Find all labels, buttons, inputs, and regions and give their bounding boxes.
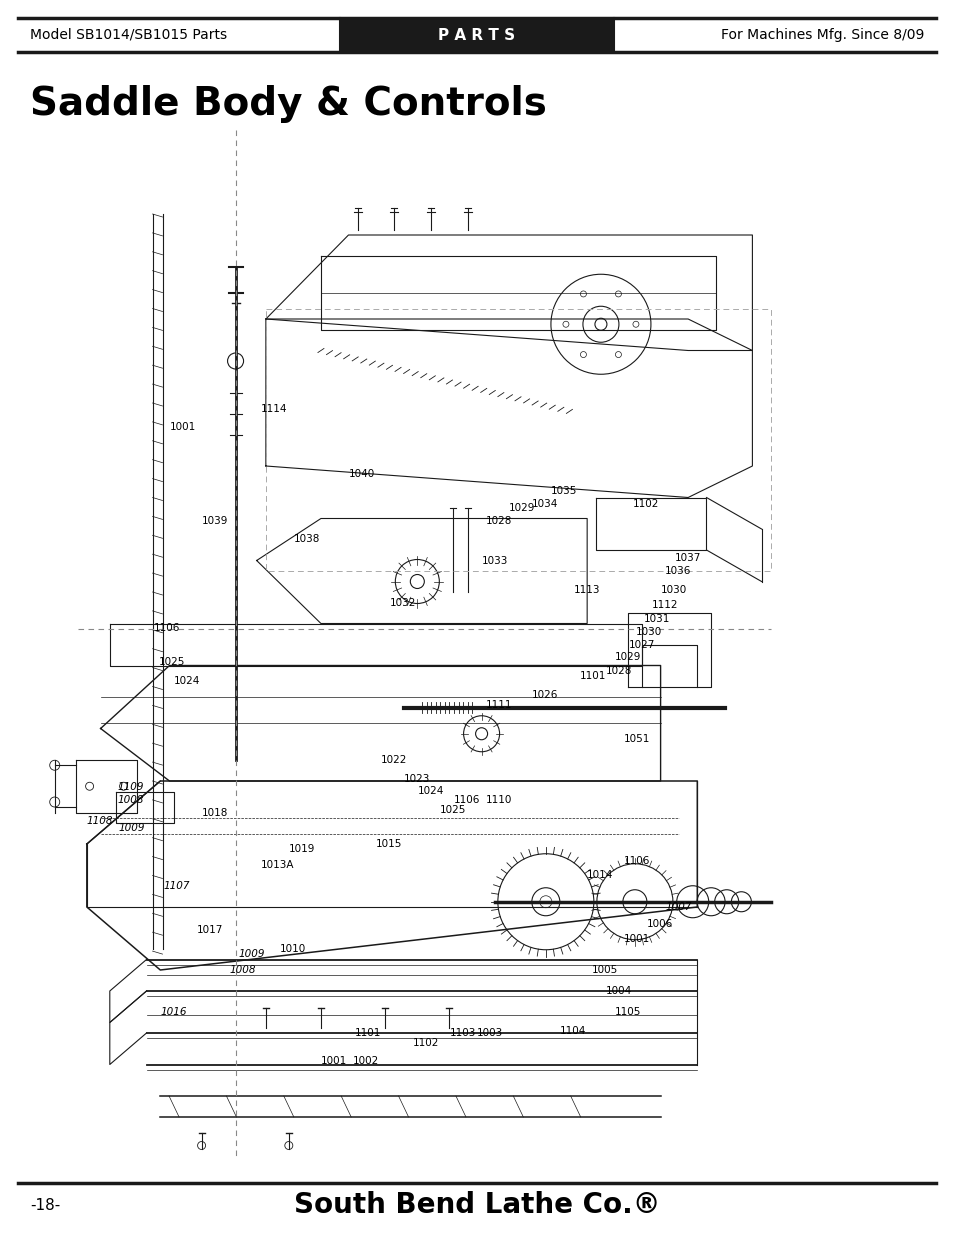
Text: 1110: 1110 <box>486 795 512 805</box>
Text: 1016: 1016 <box>160 1007 187 1016</box>
Text: 1035: 1035 <box>550 487 577 496</box>
Text: 1009: 1009 <box>119 824 145 834</box>
Text: 1105: 1105 <box>614 1007 640 1016</box>
Text: 1032: 1032 <box>390 598 416 608</box>
Text: 1001: 1001 <box>320 1056 347 1066</box>
Text: 1104: 1104 <box>559 1026 585 1036</box>
Text: 1006: 1006 <box>646 919 673 929</box>
Text: 1025: 1025 <box>440 805 466 815</box>
Text: 1112: 1112 <box>651 600 678 610</box>
Text: 1022: 1022 <box>380 755 407 764</box>
Text: 1037: 1037 <box>674 553 700 563</box>
Text: 1024: 1024 <box>416 787 443 797</box>
Text: 1014: 1014 <box>586 871 613 881</box>
Text: 1015: 1015 <box>375 839 402 848</box>
Text: 1113: 1113 <box>573 585 599 595</box>
Text: 1030: 1030 <box>635 627 661 637</box>
Text: P A R T S: P A R T S <box>438 27 515 42</box>
Text: 1108: 1108 <box>87 816 113 826</box>
Text: 1017: 1017 <box>197 925 223 935</box>
Text: Saddle Body & Controls: Saddle Body & Controls <box>30 85 546 124</box>
Text: 1036: 1036 <box>664 566 691 576</box>
Text: 1038: 1038 <box>294 535 319 545</box>
Text: 1040: 1040 <box>348 469 375 479</box>
Text: 1008: 1008 <box>117 795 144 805</box>
Text: 1001: 1001 <box>170 422 195 432</box>
Text: 1002: 1002 <box>353 1056 379 1066</box>
Text: 1008: 1008 <box>229 965 255 974</box>
Text: 1025: 1025 <box>158 657 185 667</box>
Text: 1029: 1029 <box>614 652 640 662</box>
Text: 1107: 1107 <box>163 881 190 890</box>
Text: 1102: 1102 <box>633 499 659 509</box>
Text: 1024: 1024 <box>173 677 200 687</box>
Text: 1009: 1009 <box>238 950 265 960</box>
Text: Model SB1014/SB1015 Parts: Model SB1014/SB1015 Parts <box>30 28 227 42</box>
Text: 1106: 1106 <box>454 795 480 805</box>
Text: 1106: 1106 <box>153 622 180 632</box>
Text: South Bend Lathe Co.®: South Bend Lathe Co.® <box>294 1191 659 1219</box>
Text: 1114: 1114 <box>261 404 288 414</box>
Text: 1004: 1004 <box>605 986 631 995</box>
Text: 1003: 1003 <box>476 1028 503 1037</box>
Text: 1030: 1030 <box>659 585 686 595</box>
Text: 1109: 1109 <box>117 782 144 793</box>
Text: 1102: 1102 <box>413 1039 438 1049</box>
Text: 1005: 1005 <box>591 965 618 974</box>
Text: 1039: 1039 <box>201 515 228 526</box>
Text: 1103: 1103 <box>449 1028 476 1037</box>
Text: 1019: 1019 <box>289 845 314 855</box>
Text: 1111: 1111 <box>486 700 512 710</box>
Text: 1007: 1007 <box>664 902 691 911</box>
Text: 1101: 1101 <box>355 1028 381 1037</box>
Text: -18-: -18- <box>30 1198 60 1213</box>
Text: 1028: 1028 <box>605 666 631 676</box>
Text: 1101: 1101 <box>579 671 605 680</box>
Text: 1051: 1051 <box>623 734 650 743</box>
Text: 1001: 1001 <box>623 934 649 944</box>
Text: For Machines Mfg. Since 8/09: For Machines Mfg. Since 8/09 <box>720 28 923 42</box>
Text: 1018: 1018 <box>201 808 228 818</box>
Text: 1027: 1027 <box>628 640 654 650</box>
Text: 1028: 1028 <box>486 515 512 526</box>
Text: 1031: 1031 <box>643 614 670 625</box>
Text: 1033: 1033 <box>481 556 507 566</box>
Text: 1010: 1010 <box>279 944 306 953</box>
Text: 1029: 1029 <box>509 503 535 513</box>
Text: 1023: 1023 <box>403 774 430 784</box>
Text: 1106: 1106 <box>623 856 650 866</box>
Text: 1034: 1034 <box>532 499 558 509</box>
Text: 1013A: 1013A <box>261 860 294 869</box>
Bar <box>339 19 614 52</box>
Text: 1026: 1026 <box>532 690 558 700</box>
